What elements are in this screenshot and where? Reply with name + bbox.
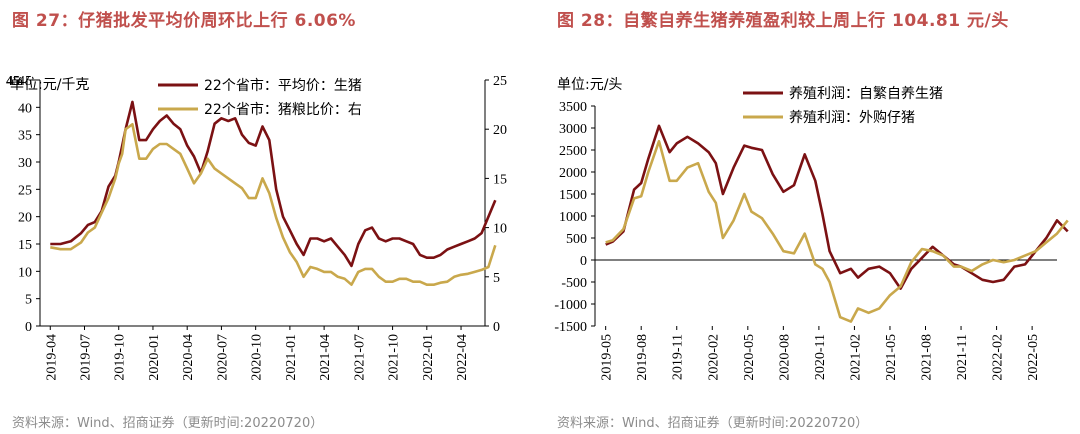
x-tick-label: 2019-08 bbox=[635, 334, 650, 381]
chart-title: 图 28：自繁自养生猪养殖盈利较上周上行 104.81 元/头 bbox=[557, 11, 1009, 31]
x-tick-label: 2021-01 bbox=[284, 334, 299, 381]
x-tick-label: 2020-11 bbox=[813, 334, 828, 380]
x-tick-label: 2019-05 bbox=[600, 334, 615, 381]
left-chart-panel: 图 27：仔猪批发平均价周环比上行 6.06% 0 5 10 15 20 25 30 35 40… bbox=[0, 0, 535, 434]
source-note: 资料来源：Wind、招商证券（更新时间:20220720） bbox=[12, 416, 324, 431]
x-tick-label: 2020-01 bbox=[147, 334, 162, 381]
y-tick-label: -1500 bbox=[554, 320, 587, 335]
y2-tick-label: 20 bbox=[493, 123, 507, 138]
x-tick-label: 2019-07 bbox=[79, 334, 94, 381]
x-tick-label: 2021-05 bbox=[884, 334, 899, 381]
y2-tick-label: 0 bbox=[493, 320, 500, 335]
x-tick-label: 2020-10 bbox=[250, 334, 265, 381]
y-tick-label: 2500 bbox=[559, 144, 587, 159]
x-tick-label: 2020-08 bbox=[777, 334, 792, 381]
y2-tick-label: 25 bbox=[493, 74, 507, 89]
y-tick-label: 25 bbox=[18, 183, 32, 198]
y2-tick-label: 10 bbox=[493, 222, 507, 237]
y-tick-label: 0 bbox=[580, 254, 587, 269]
legend-label: 22个省市：猪粮比价：右 bbox=[204, 101, 362, 118]
series-line-2 bbox=[50, 123, 497, 287]
chart-svg: 0 5 10 15 20 25 30 35 40 45 0 5 10 15 20 25 2019-04 2019-… bbox=[6, 74, 507, 381]
y-tick-label: 20 bbox=[18, 211, 32, 226]
y-tick-label: 10 bbox=[18, 265, 32, 280]
y2-tick-label: 15 bbox=[493, 172, 507, 187]
x-tick-label: 2020-02 bbox=[706, 334, 721, 381]
y-tick-label: 3500 bbox=[559, 100, 587, 115]
series-line-2 bbox=[605, 139, 1069, 323]
right-chart-panel: 图 28：自繁自养生猪养殖盈利较上周上行 104.81 元/头 -1500 -10… bbox=[545, 0, 1080, 434]
y-tick-label: 15 bbox=[18, 238, 32, 253]
x-tick-label: 2020-07 bbox=[215, 334, 230, 381]
y2-tick-label: 5 bbox=[493, 271, 500, 286]
x-tick-label: 2020-05 bbox=[742, 334, 757, 381]
legend-label: 22个省市：平均价：生猪 bbox=[204, 77, 362, 94]
source-note: 资料来源：Wind、招商证券（更新时间:20220720） bbox=[557, 416, 869, 431]
y-tick-label: 1500 bbox=[559, 188, 587, 203]
unit-label: 单位:元/头 bbox=[557, 77, 622, 93]
x-tick-label: 2019-10 bbox=[113, 334, 128, 381]
unit-label: 单位:元/千克 bbox=[10, 77, 89, 93]
x-tick-label: 2021-07 bbox=[352, 334, 367, 381]
x-tick-label: 2022-02 bbox=[991, 334, 1006, 381]
chart-svg: -1500 -1000 -500 0 500 1000 1500 2000 2500 3000 35… bbox=[554, 77, 1069, 381]
legend-label: 养殖利润：自繁自养生猪 bbox=[789, 85, 943, 102]
series-line-1 bbox=[50, 100, 497, 268]
y-tick-label: 35 bbox=[18, 129, 32, 144]
x-tick-label: 2021-04 bbox=[318, 334, 333, 381]
x-tick-label: 2019-04 bbox=[44, 334, 59, 381]
x-tick-label: 2021-02 bbox=[848, 334, 863, 381]
corner-label: 45 bbox=[6, 74, 20, 89]
y-tick-label: 5 bbox=[25, 293, 32, 308]
y-tick-label: 2000 bbox=[559, 166, 587, 181]
legend-label: 养殖利润：外购仔猪 bbox=[789, 109, 915, 126]
y-tick-label: -500 bbox=[561, 276, 587, 291]
y-tick-label: 45 bbox=[18, 74, 32, 89]
y-tick-label: 1000 bbox=[559, 210, 587, 225]
x-tick-label: 2021-10 bbox=[387, 334, 402, 381]
x-tick-label: 2021-11 bbox=[955, 334, 970, 380]
x-tick-label: 2019-11 bbox=[671, 334, 686, 380]
x-tick-label: 2020-04 bbox=[181, 334, 196, 381]
y-tick-label: 0 bbox=[25, 320, 32, 335]
x-tick-label: 2022-04 bbox=[455, 334, 470, 381]
chart-title: 图 27：仔猪批发平均价周环比上行 6.06% bbox=[12, 11, 356, 31]
x-tick-label: 2021-08 bbox=[920, 334, 935, 381]
y-tick-label: -1000 bbox=[554, 298, 587, 313]
y-tick-label: 30 bbox=[18, 156, 32, 171]
x-tick-label: 2022-01 bbox=[421, 334, 436, 381]
series-line-1 bbox=[605, 124, 1069, 290]
y-tick-label: 3000 bbox=[559, 122, 587, 137]
y-tick-label: 500 bbox=[566, 232, 587, 247]
y-tick-label: 40 bbox=[18, 101, 32, 116]
x-tick-label: 2022-05 bbox=[1026, 334, 1041, 381]
